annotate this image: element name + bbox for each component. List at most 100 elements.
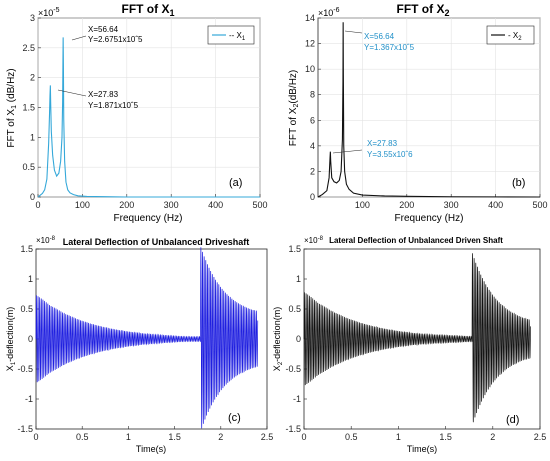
x-tick-label: 1 [126,432,131,442]
x-tick-label: 1.5 [439,432,452,442]
x-tick-label: 100 [75,200,90,210]
x-tick-label: 0 [33,432,38,442]
x-tick-label: 2.5 [534,432,547,442]
y-tick-label: 2.5 [22,43,35,53]
y-tick-label: 0.5 [288,304,301,314]
y-tick-label: 1.5 [20,244,33,254]
panel-b-series-x2 [317,22,541,198]
panel-b-exponent: ×10-6 [318,7,340,18]
panel-a-legend-label: -- X1 [229,31,246,42]
y-tick-label: -1 [293,394,301,404]
panel-d-xlabel: Time(s) [407,444,437,454]
y-tick-label: 14 [305,13,315,23]
panel-d-label: (d) [506,414,519,426]
panel-a-legend-box [207,25,255,45]
panel-b-title: FFT of X2 [396,2,449,18]
panel-a-annotation-peak1-y: Y=2.6751x10ˆ5 [88,35,143,44]
panel-b-legend-box [486,25,535,45]
y-tick-label: 4 [310,141,315,151]
y-tick-label: -0.5 [285,364,301,374]
panel-a-annotation-peak2-x: X=27.83 [88,90,119,99]
x-tick-label: 2.5 [261,432,274,442]
panel-c-ticks: 0 0.5 1 1.5 2 2.5 -1.5 -1 -0.5 0 0.5 1 1.5 [17,244,273,442]
panel-a-annotation-peak1-arrow [71,35,87,41]
y-tick-label: 1.5 [22,103,35,113]
x-tick-label: 400 [208,200,223,210]
x-tick-label: 500 [532,200,547,210]
panel-a-annotation-peak2-y: Y=1.871x10ˆ5 [88,101,139,110]
y-tick-label: 0 [296,334,301,344]
y-tick-label: -1.5 [17,424,33,434]
y-tick-label: 12 [305,39,315,49]
panel-b-annotation-peak1-y: Y=1.367x10ˆ5 [364,43,415,52]
y-tick-label: 1.5 [288,244,301,254]
y-tick-label: -0.5 [17,364,33,374]
x-tick-label: 0 [301,432,306,442]
panel-b-ylabel: FFT of X2(dB/Hz) [288,70,300,147]
panel-c-series-x1-deflection [35,247,259,429]
y-tick-label: -1 [25,394,33,404]
panel-c: Lateral Deflection of Unbalanced Drivesh… [5,236,273,454]
y-tick-label: 2 [30,73,35,83]
panel-c-title: Lateral Deflection of Unbalanced Drivesh… [63,237,250,247]
panel-a-xlabel: Frequency (Hz) [114,213,183,224]
x-tick-label: 1.5 [168,432,181,442]
y-tick-label: -1.5 [285,424,301,434]
x-tick-label: 200 [119,200,134,210]
panel-d-ticks: 0 0.5 1 1.5 2 2.5 -1.5 -1 -0.5 0 0.5 1 1.5 [285,244,546,442]
y-tick-label: 0.5 [22,162,35,172]
y-tick-label: 0 [28,334,33,344]
panel-b-label: (b) [512,177,525,189]
panel-c-ylabel: X1-deflection(m) [5,307,17,371]
panel-b-annotation-peak2-arrow [332,149,363,154]
y-tick-label: 3 [30,13,35,23]
panel-b-annotation-peak2: X=27.83 Y=3.55x10ˆ6 [332,139,413,159]
y-tick-label: 8 [310,90,315,100]
x-tick-label: 2 [218,432,223,442]
panel-a-series-x1 [37,37,260,198]
x-tick-label: 400 [488,200,503,210]
y-tick-label: 0.5 [20,304,33,314]
x-tick-label: 500 [252,200,267,210]
panel-a: FFT of X1 ×10-5 0 100 200 300 400 500 0 0.5 1 1.5… [6,2,268,224]
y-tick-label: 10 [305,64,315,74]
x-tick-label: 0.5 [345,432,358,442]
panel-a-annotation-peak1-x: X=56.64 [88,25,119,34]
panel-b-legend: - X2 [486,25,535,45]
panel-a-label: (a) [229,177,242,189]
panel-a-legend: -- X1 [207,25,255,45]
x-tick-label: 300 [444,200,459,210]
panel-b-xlabel: Frequency (Hz) [395,213,464,224]
panel-a-annotation-peak2: X=27.83 Y=1.871x10ˆ5 [57,89,139,110]
x-tick-label: 1 [396,432,401,442]
panel-b-annotation-peak2-y: Y=3.55x10ˆ6 [367,150,413,159]
panel-c-label: (c) [228,412,241,424]
panel-d: Lateral Deflection of Unbalanced Driven … [272,236,546,454]
x-tick-label: 2 [490,432,495,442]
x-tick-label: 0 [35,200,40,210]
panel-c-xlabel: Time(s) [136,444,166,454]
panel-d-series-x2-deflection [303,253,531,423]
panel-b-legend-label: - X2 [508,31,522,42]
x-tick-label: 0.5 [76,432,89,442]
y-tick-label: 1 [296,274,301,284]
panel-a-annotation-peak2-arrow [57,89,87,97]
panel-a-annotation-peak1: X=56.64 Y=2.6751x10ˆ5 [71,25,143,44]
y-tick-label: 2 [310,166,315,176]
panel-b-annotation-peak1-x: X=56.64 [364,32,395,41]
panel-b-plot-area [317,17,541,198]
y-tick-label: 0 [310,192,315,202]
panel-d-title: Lateral Deflection of Unbalanced Driven … [329,236,503,245]
panel-d-ylabel: X2-deflection(m) [272,307,284,371]
y-tick-label: 1 [30,132,35,142]
y-tick-label: 1 [28,274,33,284]
panel-b-annotation-peak1: X=56.64 Y=1.367x10ˆ5 [344,30,415,52]
panel-b: FFT of X2 ×10-6 100 200 300 400 500 0 2 4 6 8 10 12… [288,2,548,224]
panel-b-annotation-peak1-arrow [344,30,363,34]
panel-a-title: FFT of X1 [121,2,174,18]
panel-b-annotation-peak2-x: X=27.83 [367,139,398,148]
x-tick-label: 100 [355,200,370,210]
panel-c-exponent: ×10-8 [36,236,56,245]
y-tick-label: 6 [310,115,315,125]
